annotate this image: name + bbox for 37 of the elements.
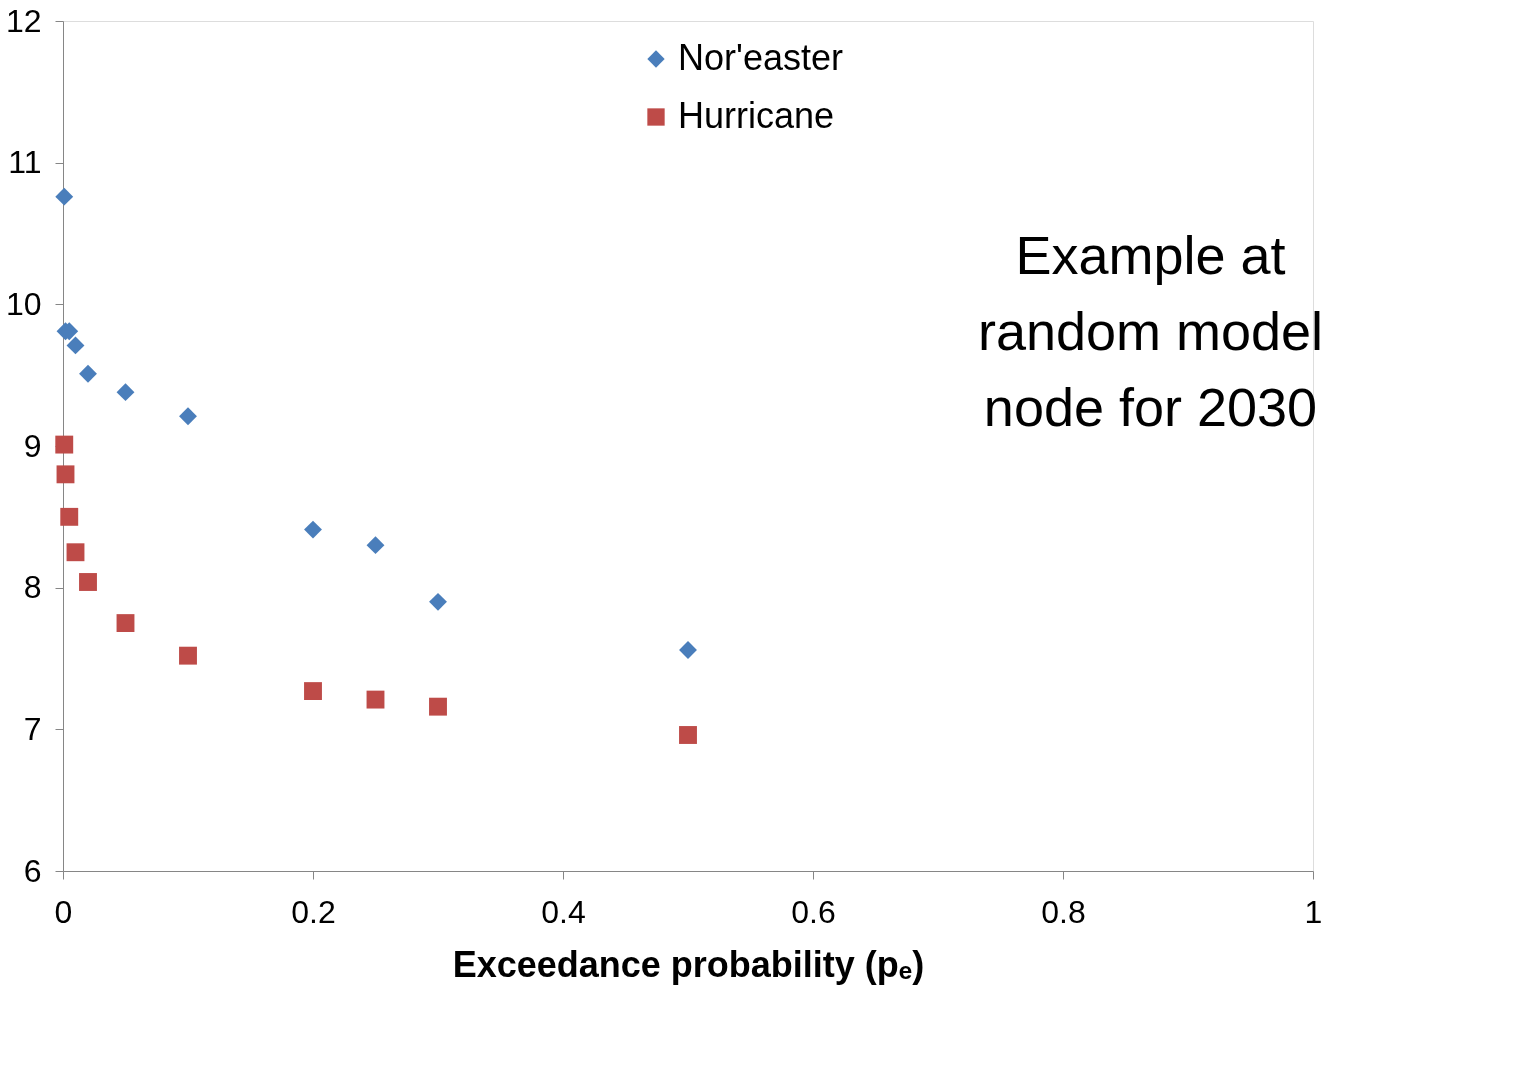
y-tick-label: 9 [23,427,42,464]
y-tick-label: 12 [5,2,42,39]
x-tick-label: 0.4 [541,893,586,930]
point [55,435,74,454]
y-tick-label: 11 [8,144,42,181]
point [679,726,697,744]
point [304,520,322,539]
x-tick-label: 0.6 [791,893,836,930]
point [366,690,385,709]
point [79,573,97,591]
point [56,465,75,484]
point [179,407,197,426]
y-tick-label: 10 [5,285,42,322]
x-tick-label: 0.8 [1041,893,1086,930]
x-tick-label: 0.2 [291,893,336,930]
x-axis-title: Exceedance probability (pₑ) [452,943,925,985]
point [66,543,85,562]
legend-label: Hurricane [678,95,835,136]
point [304,682,322,701]
point [179,646,197,665]
y-tick-label: 6 [23,852,42,889]
annotation: Example at random model node for 2030 [977,225,1324,437]
point [429,592,447,611]
legend-label: Nor'easter [678,37,843,78]
y-tick-label: 8 [23,569,42,606]
point [429,697,447,716]
point [116,614,135,633]
point [679,641,697,659]
point [66,336,85,355]
point [116,383,135,402]
point [366,536,385,555]
x-tick-label: 0 [54,893,73,930]
point [60,507,79,526]
point [55,187,74,206]
point [79,364,97,383]
x-tick-label: 1 [1304,893,1323,930]
y-tick-label: 7 [23,710,42,747]
